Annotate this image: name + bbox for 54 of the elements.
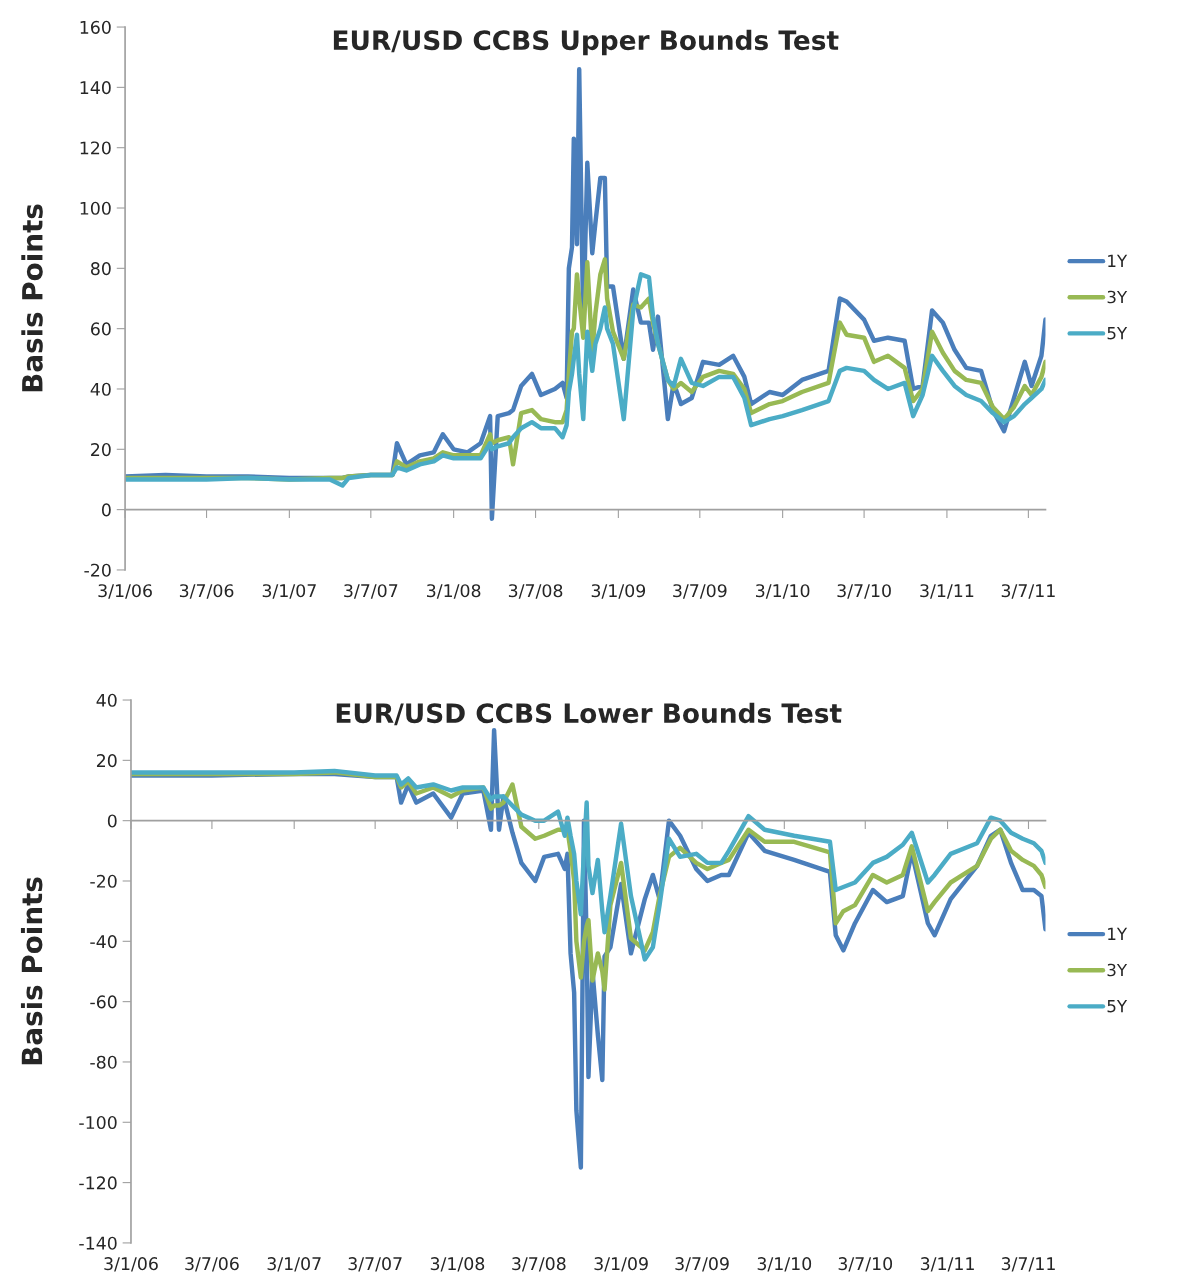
y-tick-label: -120 xyxy=(79,1176,117,1190)
y-tick-label: -100 xyxy=(79,1115,117,1130)
y-tick-label: -20 xyxy=(90,874,117,888)
y-tick-label: 80 xyxy=(90,262,111,276)
chart-title: EUR/USD CCBS Lower Bounds Test xyxy=(336,702,842,726)
y-tick-label: -20 xyxy=(84,563,111,577)
legend-label: 3Y xyxy=(1107,290,1128,304)
x-tick-label: 3/1/09 xyxy=(594,1257,648,1272)
chart-title: EUR/USD CCBS Upper Bounds Test xyxy=(333,29,839,56)
x-tick-label: 3/1/08 xyxy=(427,584,481,599)
y-tick-label: 20 xyxy=(91,443,111,457)
y-tick-label: -80 xyxy=(90,1055,117,1069)
y-axis-title: Basis Points xyxy=(21,204,43,392)
legend-label: 5Y xyxy=(1107,1000,1128,1013)
x-tick-label: 3/1/09 xyxy=(591,584,646,599)
y-tick-label: 20 xyxy=(96,754,117,768)
legend-label: 3Y xyxy=(1107,963,1128,977)
y-tick-label: 160 xyxy=(80,20,111,34)
y-tick-label: -40 xyxy=(90,935,117,949)
y-tick-label: -60 xyxy=(90,995,117,1009)
x-tick-label: 3/1/07 xyxy=(267,1257,321,1272)
legend-label: 1Y xyxy=(1108,254,1128,267)
x-tick-label: 3/1/10 xyxy=(757,1257,812,1272)
legend-label: 1Y xyxy=(1108,927,1128,940)
x-tick-label: 3/1/11 xyxy=(920,584,974,599)
x-tick-label: 3/7/11 xyxy=(1001,584,1055,599)
x-tick-label: 3/7/10 xyxy=(837,584,891,599)
legend-label: 5Y xyxy=(1107,327,1128,340)
x-tick-label: 3/7/08 xyxy=(512,1257,566,1272)
y-tick-label: 100 xyxy=(80,201,111,215)
y-tick-label: -140 xyxy=(79,1236,117,1250)
y-tick-label: 60 xyxy=(91,322,111,336)
x-tick-label: 3/1/07 xyxy=(262,584,316,599)
y-tick-label: 120 xyxy=(80,141,111,155)
y-tick-label: 0 xyxy=(101,503,111,517)
x-tick-label: 3/7/06 xyxy=(185,1257,239,1272)
x-tick-label: 3/1/08 xyxy=(430,1257,485,1272)
x-tick-label: 3/7/09 xyxy=(673,584,727,599)
x-tick-label: 3/1/11 xyxy=(920,1257,974,1272)
x-tick-label: 3/7/08 xyxy=(508,584,563,599)
x-tick-label: 3/1/06 xyxy=(98,584,152,599)
y-tick-label: 40 xyxy=(96,693,117,707)
y-tick-label: 40 xyxy=(90,382,111,396)
x-tick-label: 3/7/11 xyxy=(1001,1257,1055,1272)
x-tick-label: 3/7/10 xyxy=(838,1257,893,1272)
y-tick-label: 0 xyxy=(107,814,117,828)
x-tick-label: 3/1/10 xyxy=(756,584,810,599)
y-axis-title: Basis Points xyxy=(20,877,43,1065)
x-tick-label: 3/7/07 xyxy=(348,1257,402,1272)
x-tick-label: 3/7/06 xyxy=(179,584,234,599)
x-tick-label: 3/7/07 xyxy=(344,584,398,599)
x-tick-label: 3/7/09 xyxy=(675,1257,729,1272)
y-tick-label: 140 xyxy=(80,81,111,95)
x-tick-label: 3/1/06 xyxy=(104,1257,158,1272)
